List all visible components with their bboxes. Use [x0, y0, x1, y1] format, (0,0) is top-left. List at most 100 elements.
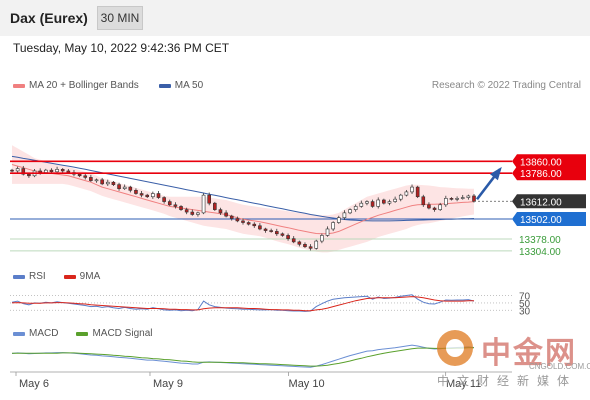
candle-body — [449, 198, 454, 200]
candle-body — [427, 204, 431, 209]
candle-body — [325, 228, 330, 236]
candle-body — [314, 240, 319, 249]
candle-body — [235, 218, 240, 222]
rsi-tick-label: 70 — [519, 292, 531, 303]
macd-line — [11, 344, 475, 368]
macd-signal-legend-label: MACD Signal — [92, 328, 153, 339]
candle-body — [66, 170, 71, 173]
candle-body — [263, 228, 268, 231]
candle-body — [370, 201, 375, 207]
candle-body — [303, 243, 307, 248]
candle-body — [472, 195, 476, 202]
candle-body — [410, 186, 414, 193]
candle-body — [269, 230, 273, 232]
level-badge — [512, 166, 586, 181]
candle-body — [353, 206, 358, 210]
candle-body — [100, 179, 104, 185]
timeframe-button[interactable]: 30 MIN — [97, 6, 143, 30]
candle-body — [280, 233, 285, 236]
candle-body — [49, 169, 54, 173]
candle-body — [376, 199, 381, 207]
ma20-legend-swatch — [13, 83, 25, 88]
candle-body — [122, 186, 127, 189]
rsi-tick-label: 30 — [519, 306, 531, 317]
level-label: 13786.00 — [520, 169, 562, 180]
candle-body — [94, 179, 99, 182]
candle-body — [111, 181, 116, 185]
candle-body — [117, 184, 121, 189]
candle-body — [27, 173, 31, 177]
candle-body — [224, 212, 228, 217]
candle-body — [139, 193, 144, 196]
candle-body — [382, 199, 386, 204]
x-tick-label: May 10 — [289, 378, 325, 390]
candle-body — [21, 168, 26, 175]
candle-body — [190, 211, 195, 215]
main-legend: MA 20 + Bollinger Bands MA 50 — [13, 80, 203, 91]
candle-body — [60, 169, 65, 172]
candle-body — [398, 194, 403, 200]
candle-body — [151, 193, 155, 198]
candle-body — [179, 206, 183, 210]
level-label: 13860.00 — [520, 157, 562, 168]
projection-arrow-head — [489, 166, 502, 181]
candle-body — [348, 209, 352, 214]
chart-datetime: Tuesday, May 10, 2022 9:42:36 PM CET — [13, 41, 230, 55]
level-badge — [512, 194, 586, 209]
candle-body — [15, 168, 20, 172]
rsi-line — [11, 294, 475, 312]
rsi-legend-swatch — [13, 274, 25, 279]
macd-signal-line — [12, 347, 474, 367]
level-label: 13304.00 — [519, 247, 561, 258]
candle-body — [404, 191, 409, 196]
instrument-title: Dax (Eurex) — [10, 10, 88, 26]
ma20-legend-label: MA 20 + Bollinger Bands — [29, 80, 139, 91]
candle-body — [415, 186, 420, 198]
candle-body — [342, 212, 347, 219]
candle-body — [421, 196, 426, 206]
candle-body — [432, 207, 437, 210]
candle-body — [241, 220, 245, 223]
candle-body — [105, 181, 110, 185]
candle-body — [455, 198, 459, 200]
ma50-legend-swatch — [158, 83, 171, 88]
candle-body — [438, 204, 442, 210]
watermark-sub: 中文财经新媒体 — [437, 374, 578, 388]
candle-body — [55, 169, 59, 173]
rsi-ma-legend-label: 9MA — [79, 271, 101, 282]
rsi-ma-line — [11, 296, 474, 312]
candle-body — [184, 209, 189, 213]
candle-body — [444, 198, 448, 206]
x-tick-label: May 11 — [446, 378, 481, 390]
candle-body — [38, 170, 42, 173]
candle-body — [89, 177, 93, 181]
bollinger-band — [12, 145, 474, 253]
candle-body — [252, 223, 257, 227]
candle-body — [167, 201, 172, 206]
candle-body — [393, 198, 397, 202]
macd-signal-legend-swatch — [76, 331, 89, 336]
level-label: 13612.00 — [520, 197, 562, 208]
candle-body — [336, 217, 341, 223]
candle-body — [156, 193, 161, 198]
candle-body — [331, 222, 335, 230]
candle-body — [365, 201, 369, 204]
candle-body — [173, 204, 178, 207]
candle-body — [291, 238, 296, 243]
candle-body — [466, 195, 471, 198]
candle-body — [320, 235, 324, 242]
candle-body — [218, 209, 223, 214]
level-label: 13378.00 — [519, 235, 561, 246]
candle-body — [213, 202, 217, 210]
x-tick-label: May 9 — [153, 378, 183, 390]
candle-body — [128, 186, 133, 191]
candle-body — [246, 222, 251, 225]
candle-body — [308, 246, 313, 249]
rsi-tick-label: 50 — [519, 299, 531, 310]
candle-body — [201, 194, 206, 214]
candle-body — [275, 231, 279, 235]
candle-body — [83, 175, 88, 178]
rsi-legend-label: RSI — [29, 271, 46, 282]
chart-header: Dax (Eurex) 30 MIN — [0, 0, 590, 36]
